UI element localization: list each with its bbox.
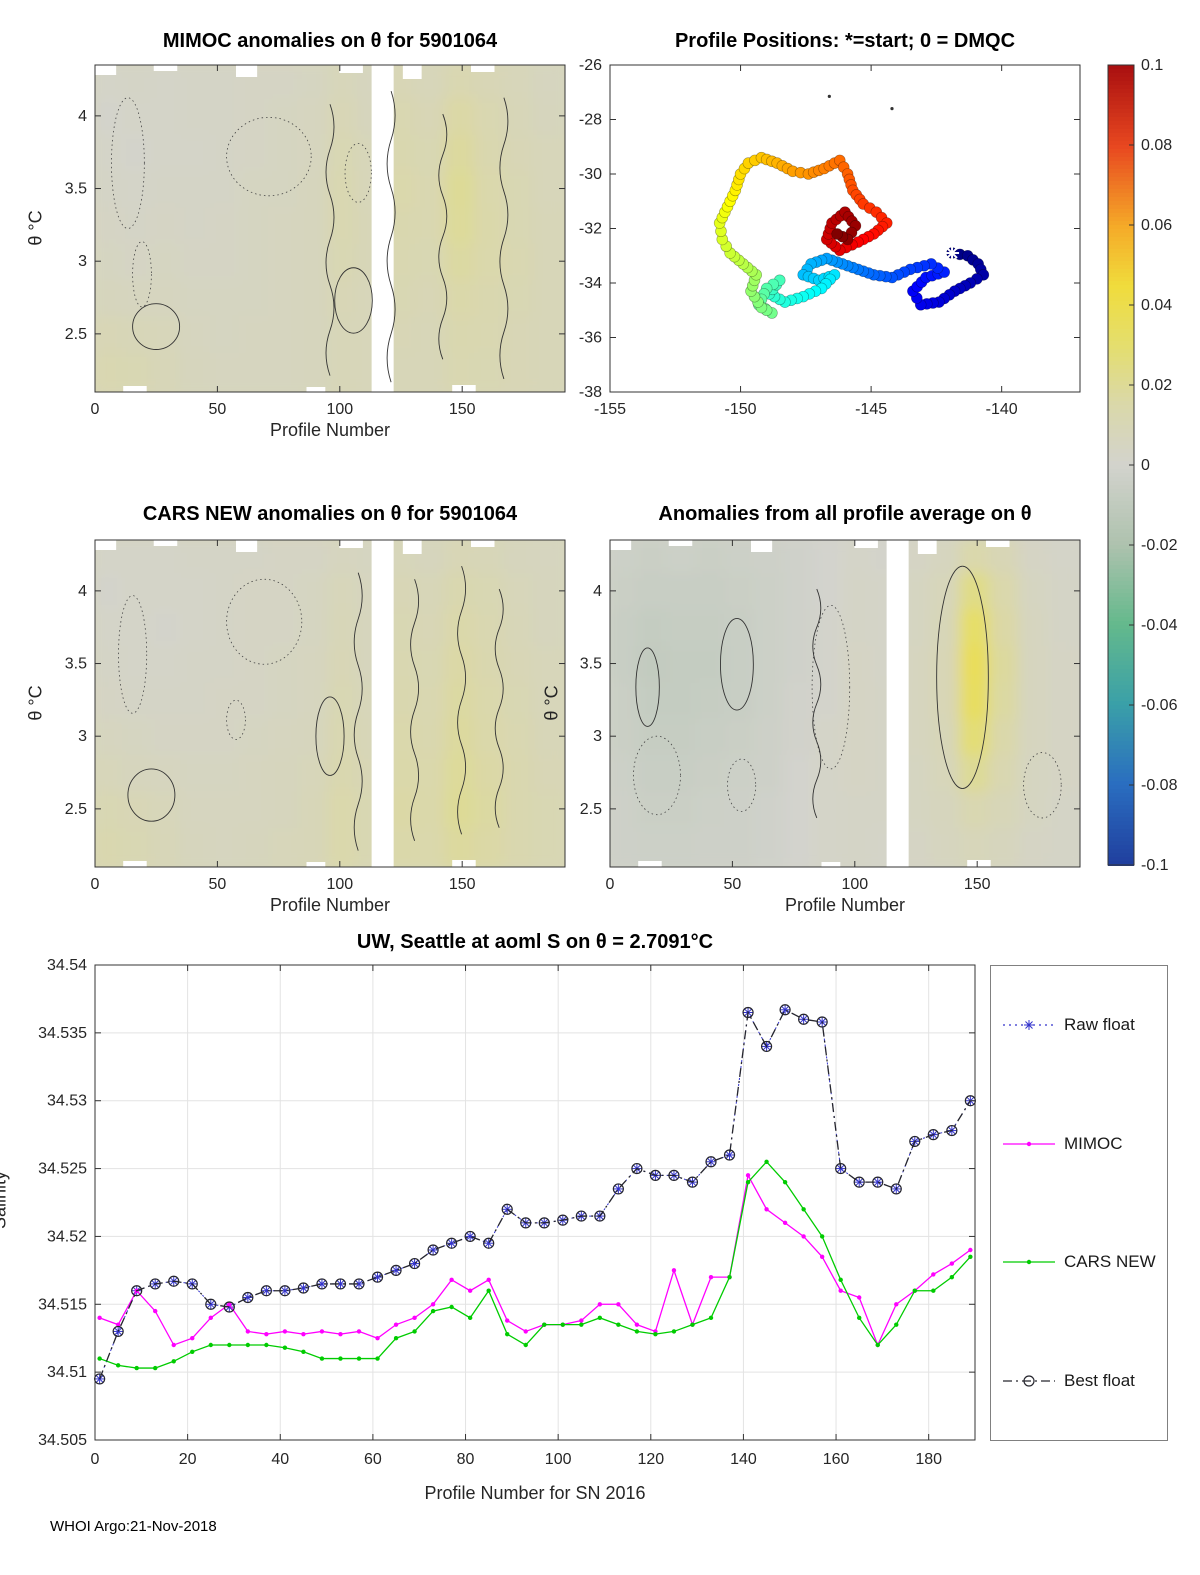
svg-text:0.04: 0.04: [1141, 297, 1172, 314]
svg-text:50: 50: [723, 876, 741, 893]
svg-text:0: 0: [91, 401, 100, 418]
svg-text:80: 80: [457, 1451, 475, 1468]
cars-plot-title: CARS NEW anomalies on θ for 5901064: [142, 503, 518, 525]
legend-entry-raw-float: Raw float: [1001, 1013, 1167, 1037]
svg-text:34.505: 34.505: [38, 1432, 87, 1449]
avg-xaxis-label: Profile Number: [784, 895, 906, 915]
svg-text:-0.02: -0.02: [1141, 537, 1178, 554]
svg-text:-155: -155: [594, 401, 626, 418]
svg-text:-32: -32: [579, 221, 602, 238]
svg-text:34.54: 34.54: [47, 957, 87, 974]
mimoc-yaxis-label: θ °C: [25, 210, 46, 246]
svg-text:4: 4: [78, 583, 87, 600]
figure-footer-timestamp: WHOI Argo:21-Nov-2018: [50, 1518, 217, 1535]
svg-text:50: 50: [208, 876, 226, 893]
svg-text:-145: -145: [855, 401, 887, 418]
svg-text:4: 4: [78, 108, 87, 125]
svg-text:3.5: 3.5: [65, 656, 87, 673]
svg-text:0: 0: [91, 876, 100, 893]
avg-plot-title: Anomalies from all profile average on θ: [658, 503, 1032, 525]
svg-text:120: 120: [637, 1451, 664, 1468]
svg-text:3: 3: [78, 728, 87, 745]
svg-text:20: 20: [179, 1451, 197, 1468]
svg-text:0.1: 0.1: [1141, 57, 1163, 74]
profile-positions-map: -155 -150 -145 -140 -26 -28 -30 -32 -34 -36 -38: [579, 57, 1081, 418]
svg-text:0.02: 0.02: [1141, 377, 1172, 394]
svg-text:100: 100: [326, 401, 353, 418]
svg-text:34.535: 34.535: [38, 1025, 87, 1042]
legend-label-raw-float: Raw float: [1064, 1015, 1135, 1035]
svg-text:34.515: 34.515: [38, 1296, 87, 1313]
svg-text:3: 3: [593, 728, 602, 745]
svg-text:150: 150: [449, 876, 476, 893]
svg-text:60: 60: [364, 1451, 382, 1468]
svg-text:100: 100: [326, 876, 353, 893]
mimoc-plot-title: MIMOC anomalies on θ for 5901064: [162, 30, 498, 52]
mimoc-line-sample-icon: [1003, 1141, 1055, 1146]
legend-label-best-float: Best float: [1064, 1370, 1135, 1390]
svg-text:-28: -28: [579, 112, 602, 129]
svg-text:34.53: 34.53: [47, 1093, 87, 1110]
svg-text:34.51: 34.51: [47, 1364, 87, 1381]
svg-text:50: 50: [208, 401, 226, 418]
salinity-legend: Raw float MIMOC CARS NEW Best float: [990, 965, 1168, 1441]
salinity-comparison-chart: 0 20 40 60 80 100 120 140 160 180 34.54 34.535 34.53…: [38, 957, 976, 1468]
salinity-plot-title: UW, Seattle at aoml S on θ = 2.7091°C: [356, 931, 714, 953]
svg-text:-0.06: -0.06: [1141, 697, 1178, 714]
legend-label-mimoc: MIMOC: [1064, 1133, 1123, 1153]
svg-text:-0.1: -0.1: [1141, 857, 1169, 874]
salinity-yaxis-label: Salinity: [0, 1170, 10, 1230]
svg-text:-26: -26: [579, 57, 602, 74]
svg-text:0: 0: [606, 876, 615, 893]
svg-text:-0.04: -0.04: [1141, 617, 1178, 634]
svg-text:150: 150: [964, 876, 991, 893]
raw-float-line-sample-icon: [1003, 1020, 1055, 1031]
legend-entry-cars-new: CARS NEW: [1001, 1250, 1167, 1274]
svg-text:2.5: 2.5: [65, 801, 87, 818]
avg-yaxis-label: θ °C: [541, 685, 562, 721]
svg-text:0: 0: [91, 1451, 100, 1468]
svg-text:-38: -38: [579, 384, 602, 401]
svg-text:34.525: 34.525: [38, 1161, 87, 1178]
svg-text:4: 4: [593, 583, 602, 600]
anomaly-colorbar: 0.1 0.08 0.06 0.04 0.02 0 -0.02 -0.04 -0.06 -0.08…: [1107, 57, 1178, 874]
mimoc-xaxis-label: Profile Number: [269, 420, 391, 440]
svg-text:160: 160: [823, 1451, 850, 1468]
svg-text:0.08: 0.08: [1141, 137, 1172, 154]
svg-text:100: 100: [545, 1451, 572, 1468]
svg-text:-34: -34: [579, 275, 602, 292]
svg-text:2.5: 2.5: [65, 326, 87, 343]
svg-text:3.5: 3.5: [65, 181, 87, 198]
svg-text:0.06: 0.06: [1141, 217, 1172, 234]
svg-text:-36: -36: [579, 330, 602, 347]
svg-text:-30: -30: [579, 166, 602, 183]
legend-label-cars-new: CARS NEW: [1064, 1252, 1156, 1272]
cars-anomaly-heatmap: 0 50 100 150 4 3.5 3 2.5: [65, 539, 566, 893]
cars-xaxis-label: Profile Number: [269, 895, 391, 915]
svg-text:40: 40: [271, 1451, 289, 1468]
legend-entry-mimoc: MIMOC: [1001, 1132, 1167, 1156]
cars-new-line-sample-icon: [1003, 1260, 1055, 1265]
svg-text:-140: -140: [986, 401, 1018, 418]
svg-text:140: 140: [730, 1451, 757, 1468]
svg-text:34.52: 34.52: [47, 1228, 87, 1245]
svg-text:3.5: 3.5: [580, 656, 602, 673]
svg-text:-0.08: -0.08: [1141, 777, 1178, 794]
svg-text:2.5: 2.5: [580, 801, 602, 818]
svg-text:180: 180: [915, 1451, 942, 1468]
salinity-xaxis-label: Profile Number for SN 2016: [424, 1483, 646, 1503]
mimoc-anomaly-heatmap: 0 50 100 150 4 3.5 3 2.5: [65, 64, 566, 418]
svg-text:3: 3: [78, 253, 87, 270]
positions-plot-title: Profile Positions: *=start; 0 = DMQC: [674, 30, 1016, 52]
average-anomaly-heatmap: 0 50 100 150 4 3.5 3 2.5: [580, 539, 1081, 893]
svg-text:-150: -150: [725, 401, 757, 418]
svg-text:100: 100: [841, 876, 868, 893]
svg-text:150: 150: [449, 401, 476, 418]
best-float-line-sample-icon: [1003, 1375, 1055, 1387]
legend-entry-best-float: Best float: [1001, 1369, 1167, 1393]
svg-text:0: 0: [1141, 457, 1150, 474]
cars-yaxis-label: θ °C: [25, 685, 46, 721]
